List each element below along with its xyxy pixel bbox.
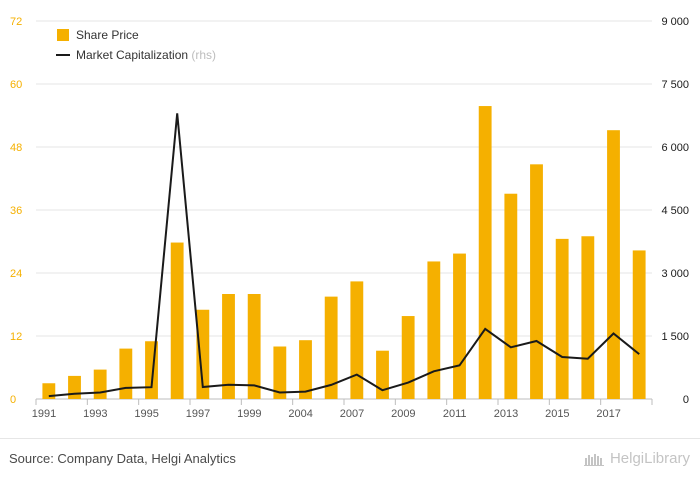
right-axis-tick-label: 1 500 [661,331,689,343]
right-axis-tick-label: 9 000 [661,16,689,28]
left-axis-tick-label: 60 [10,79,22,91]
x-axis-tick-label: 1995 [134,408,158,420]
bar-share-price [607,130,620,399]
source-note: Source: Company Data, Helgi Analytics [9,451,236,466]
bar-share-price [555,238,569,399]
x-axis-tick-label: 2004 [288,408,312,420]
library-icon [583,452,606,466]
x-axis-tick-label: 2007 [340,408,364,420]
bar-share-price [453,253,466,399]
bar-share-price [170,242,184,399]
bar-share-price [478,106,492,400]
x-axis-tick-label: 1999 [237,408,261,420]
x-axis-tick-label: 2009 [391,408,415,420]
bar-share-price [376,350,389,399]
bar-share-price [632,250,646,399]
bar-share-price [530,164,543,399]
bar-share-price [222,294,235,399]
x-axis-tick-label: 1997 [186,408,210,420]
legend-label-share-price: Share Price [76,28,139,42]
legend-swatch-share-price [57,29,69,41]
left-axis-tick-label: 24 [10,268,22,280]
bar-share-price [324,296,338,399]
bar-share-price [350,281,364,399]
bar-share-price [504,193,518,399]
brand-logo: HelgiLibrary [583,450,690,467]
legend-label-market-cap: Market Capitalization (rhs) [76,48,216,62]
bar-share-price [68,375,81,399]
bar-share-price [427,261,441,399]
x-axis-tick-label: 1993 [83,408,107,420]
x-axis-tick-label: 2017 [596,408,620,420]
left-axis-tick-label: 72 [10,16,22,28]
combo-chart: 0 12 24 36 48 60 72 0 1 500 3 000 4 500 6 000 7 500 9… [10,16,689,420]
right-axis-tick-label: 7 500 [661,79,689,91]
bar-share-price [299,340,312,399]
right-axis-tick-label: 3 000 [661,268,689,280]
right-axis-tick-label: 6 000 [661,142,689,154]
bar-share-price [119,348,133,399]
left-axis-tick-label: 0 [10,394,16,406]
x-axis-tick-label: 2013 [494,408,518,420]
left-axis-tick-label: 36 [10,205,22,217]
x-axis-tick-label: 2011 [443,408,467,420]
bar-share-price [273,346,287,399]
right-axis-tick-label: 4 500 [661,205,689,217]
footer-divider [0,438,700,439]
x-axis-tick-label: 1991 [32,408,56,420]
bar-share-price [93,369,107,399]
bar-share-price [196,309,210,399]
legend-rhs-suffix: (rhs) [191,48,216,62]
brand-name: HelgiLibrary [609,450,690,467]
bar-share-price [247,294,261,399]
bar-share-price [401,316,415,399]
line-market-capitalization [48,113,640,398]
right-axis-tick-label: 0 [683,394,689,406]
left-axis-tick-label: 48 [10,142,22,154]
x-axis-tick-label: 2015 [545,408,569,420]
left-axis-tick-label: 12 [10,331,22,343]
bar-share-price [581,236,595,399]
